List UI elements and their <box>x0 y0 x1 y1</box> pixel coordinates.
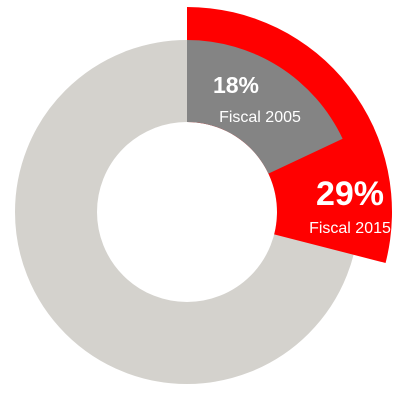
value-label-fiscal-2015: 29% <box>316 175 384 213</box>
category-label-fiscal-2015: Fiscal 2015 <box>309 220 391 237</box>
value-label-fiscal-2005: 18% <box>213 72 259 98</box>
category-label-fiscal-2005: Fiscal 2005 <box>219 109 301 126</box>
slice-fiscal-2005 <box>187 40 343 174</box>
